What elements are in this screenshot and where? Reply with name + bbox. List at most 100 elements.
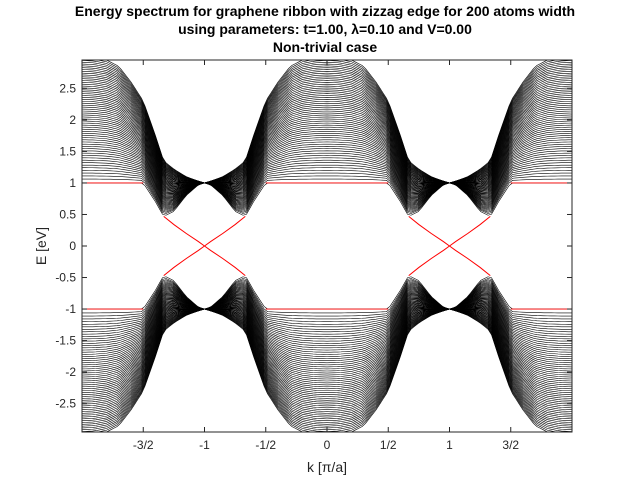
conduction-band-line (82, 178, 572, 214)
conduction-band-line (82, 133, 572, 196)
conduction-band-line (82, 155, 572, 205)
valence-band-line (82, 279, 572, 317)
y-axis-label: E [eV] (33, 227, 49, 265)
valence-band-line (82, 308, 572, 412)
valence-band-line (82, 296, 572, 359)
conduction-band-line (82, 122, 572, 192)
valence-band-line (82, 287, 572, 337)
valence-band-line (82, 296, 572, 357)
conduction-band-line (82, 143, 572, 200)
conduction-band-line (82, 141, 572, 199)
conduction-band-line (82, 85, 572, 184)
valence-band-line (82, 291, 572, 346)
valence-band-line (82, 302, 572, 376)
valence-band-line (82, 308, 572, 425)
conduction-band-line (82, 170, 572, 211)
valence-band-line (96, 308, 558, 432)
valence-band-line (82, 280, 572, 320)
conduction-band-line (82, 69, 572, 184)
valence-band-line (82, 308, 572, 393)
y-axis: 2.5 2 1.5 1 0.5 0 -0.5 -1 -1.5 -2 -2.5 (55, 81, 572, 411)
valence-band-line (82, 306, 572, 388)
conduction-band-line (82, 106, 572, 186)
valence-band-line (82, 308, 572, 410)
valence-band-line (82, 299, 572, 368)
conduction-band-line (82, 78, 572, 184)
conduction-band-line (82, 116, 572, 190)
conduction-band-line (82, 67, 572, 184)
conduction-band-line (82, 152, 572, 204)
y-tick-label: -1 (65, 302, 76, 316)
edge-states (163, 215, 491, 277)
conduction-band-line (82, 104, 572, 186)
conduction-band-line (82, 99, 572, 184)
valence-band-line (82, 308, 572, 407)
conduction-band-line (82, 120, 572, 191)
x-axis: -3/2 -1 -1/2 0 1/2 1 3/2 (133, 60, 519, 452)
conduction-band-line (96, 60, 558, 184)
y-tick-label: -2.5 (55, 397, 76, 411)
y-tick-label: 0.5 (59, 207, 76, 221)
valence-band-line (82, 306, 572, 386)
edge-state-line (408, 215, 491, 277)
conduction-band-line (82, 100, 572, 185)
conduction-band-line (82, 167, 572, 210)
valence-band-line (82, 286, 572, 335)
x-tick-label: -1/2 (255, 438, 276, 452)
valence-band-line (105, 308, 549, 432)
conduction-band-line (82, 97, 572, 184)
valence-band-line (82, 303, 572, 378)
valence-band-line (82, 305, 572, 384)
edge-state-line (163, 215, 246, 277)
conduction-band-line (82, 164, 572, 209)
conduction-band-line (82, 76, 572, 184)
chart-title-line-2: using parameters: t=1.00, λ=0.10 and V=0… (178, 21, 472, 37)
conduction-band-line (82, 139, 572, 198)
conduction-band-line (82, 87, 572, 184)
conduction-band-line (82, 135, 572, 196)
valence-band-line (82, 297, 572, 362)
x-tick-label: 1/2 (380, 438, 397, 452)
valence-band-line (82, 308, 572, 422)
valence-band-line (82, 299, 572, 366)
conduction-band-line (82, 126, 572, 193)
conduction-band-line (82, 137, 572, 197)
x-tick-label: -1 (199, 438, 210, 452)
conduction-band-line (82, 118, 572, 191)
conduction-band-line (82, 80, 572, 184)
conduction-band-line (82, 128, 572, 194)
valence-band-line (82, 308, 572, 418)
conduction-band-line (82, 162, 572, 208)
y-tick-label: -0.5 (55, 271, 76, 285)
y-tick-label: -1.5 (55, 334, 76, 348)
valence-band-line (82, 308, 572, 409)
valence-band-line (82, 308, 572, 427)
valence-band-line (82, 301, 572, 374)
y-tick-label: 2.5 (59, 81, 76, 95)
valence-band-line (82, 285, 572, 333)
conduction-band-line (82, 146, 572, 201)
conduction-band-line (82, 159, 572, 207)
y-tick-label: 1 (69, 176, 76, 190)
x-tick-label: 0 (324, 438, 331, 452)
x-tick-label: 3/2 (502, 438, 519, 452)
valence-band-line (82, 308, 572, 399)
chart-title-line-1: Energy spectrum for graphene ribbon with… (75, 3, 575, 19)
valence-band-line (82, 290, 572, 344)
conduction-band-line (82, 70, 572, 184)
valence-band-line (82, 298, 572, 364)
valence-band-line (82, 294, 572, 353)
y-tick-label: -2 (65, 365, 76, 379)
conduction-band-line (82, 124, 572, 193)
y-tick-label: 0 (69, 239, 76, 253)
conduction-band-line (82, 91, 572, 184)
conduction-band-line (82, 157, 572, 206)
conduction-band-line (82, 83, 572, 184)
conduction-band-line (82, 74, 572, 184)
valence-band-line (82, 308, 572, 405)
valence-band-line (82, 308, 572, 423)
bulk-bands (82, 60, 572, 432)
x-tick-label: 1 (446, 438, 453, 452)
